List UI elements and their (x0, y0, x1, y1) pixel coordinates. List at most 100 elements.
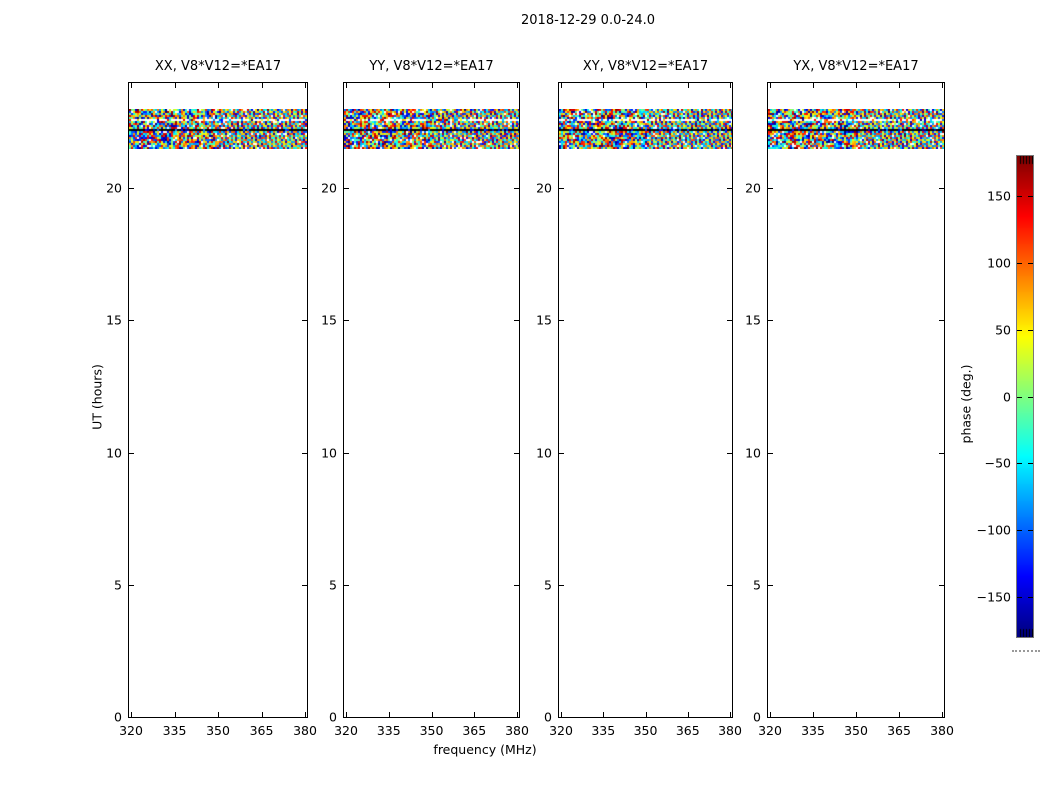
axis-tick (942, 83, 943, 88)
y-tick-label: 0 (753, 709, 761, 725)
colorbar-tick (1017, 463, 1022, 465)
x-tick-label: 350 (419, 723, 444, 738)
axis-tick (813, 712, 814, 717)
x-tick-label: 335 (591, 723, 616, 738)
y-tick-label: 20 (106, 180, 122, 196)
axis-tick (559, 452, 564, 454)
axis-tick (514, 717, 519, 718)
colorbar-tick (1028, 329, 1033, 331)
x-tick-label: 365 (675, 723, 700, 738)
y-tick-label: 5 (753, 577, 761, 593)
axis-tick (939, 320, 944, 322)
colorbar-tick-label: 50 (995, 322, 1011, 338)
axis-tick (727, 320, 732, 322)
axis-tick (305, 83, 306, 88)
axis-tick (302, 584, 307, 586)
y-tick-label: 20 (321, 180, 337, 196)
colorbar-tick (1028, 396, 1033, 398)
y-tick-label: 15 (321, 312, 337, 328)
axis-tick (174, 712, 176, 717)
x-tick-label: 365 (249, 723, 274, 738)
x-tick-label: 380 (293, 723, 317, 738)
y-tick-label: 10 (106, 445, 122, 460)
colorbar (1016, 155, 1034, 638)
axis-tick (603, 712, 605, 717)
axis-tick (514, 452, 519, 454)
axis-tick (474, 83, 476, 88)
colorbar-tick (1017, 596, 1022, 598)
y-tick-label: 20 (745, 180, 761, 196)
subplot-title: YY, V8*V12=*EA17 (369, 59, 494, 74)
axis-tick (388, 712, 390, 717)
axis-tick (559, 584, 564, 586)
x-tick-label: 320 (119, 723, 143, 738)
x-axis-label: frequency (MHz) (433, 742, 537, 757)
y-tick-label: 0 (329, 709, 337, 725)
axis-tick (344, 717, 349, 718)
subplot-title: XY, V8*V12=*EA17 (582, 59, 709, 74)
y-tick-label: 15 (536, 312, 552, 328)
colorbar-tick-label: 150 (987, 188, 1011, 204)
axis-tick (768, 188, 773, 189)
axis-tick (727, 452, 732, 454)
axis-tick (813, 83, 814, 88)
phase-heatmap-canvas (129, 109, 307, 149)
axis-tick (561, 712, 562, 717)
colorbar-tick (1028, 463, 1033, 465)
colorbar-tick (1028, 262, 1033, 264)
subplot-xy: XY, V8*V12=*EA17 320 335 350 365 380 0 5 10 15 20 (536, 59, 742, 738)
axis-tick (431, 83, 433, 88)
colorbar-tick (1028, 530, 1033, 532)
subplot-xx: XX, V8*V12=*EA17 320 335 350 365 380 0 5 10 15 20 (106, 59, 317, 738)
axis-tick (517, 712, 518, 717)
colorbar-tick (1028, 196, 1033, 198)
axis-tick (517, 83, 518, 88)
x-tick-label: 320 (758, 723, 782, 738)
x-tick-label: 335 (801, 723, 825, 738)
x-tick-label: 335 (162, 723, 187, 738)
phase-heatmap-canvas (559, 109, 732, 149)
colorbar-tick-label: −100 (976, 522, 1011, 538)
axis-tick (302, 717, 307, 718)
axis-tick (174, 83, 176, 88)
axis-tick (302, 452, 307, 454)
axis-tick (129, 584, 134, 586)
axis-tick (856, 83, 857, 88)
axis-tick (939, 188, 944, 189)
phase-heatmap-canvas (344, 109, 519, 149)
x-tick-label: 350 (844, 723, 868, 738)
axis-tick (645, 712, 647, 717)
axis-tick (727, 584, 732, 586)
subplot-yx: YX, V8*V12=*EA17 320 335 350 365 380 0 5 10 15 20 (745, 59, 954, 738)
axis-tick (687, 83, 689, 88)
axis-tick (770, 712, 771, 717)
axis-tick (129, 188, 134, 189)
colorbar-tick (1017, 396, 1022, 398)
axis-tick (302, 320, 307, 322)
y-tick-label: 10 (321, 445, 337, 460)
axis-tick (559, 320, 564, 322)
axis-tick (730, 712, 731, 717)
axis-tick (768, 717, 773, 718)
colorbar-gradient-canvas (1017, 156, 1033, 637)
colorbar-tick (1017, 196, 1022, 198)
axis-tick (939, 584, 944, 586)
y-tick-label: 15 (745, 312, 761, 328)
axis-tick (768, 584, 773, 586)
y-tick-label: 5 (114, 577, 122, 593)
subplot-title: YX, V8*V12=*EA17 (793, 59, 919, 74)
axis-tick (431, 712, 433, 717)
axis-tick (514, 320, 519, 322)
subplot-title: XX, V8*V12=*EA17 (154, 59, 282, 74)
axis-tick (559, 717, 564, 718)
colorbar-tick (1017, 329, 1022, 331)
colorbar-tick (1028, 596, 1033, 598)
axis-tick (261, 83, 263, 88)
axis-tick (727, 717, 732, 718)
axis-tick (131, 712, 132, 717)
axis-tick (344, 188, 349, 189)
x-tick-label: 380 (505, 723, 529, 738)
axis-tick (939, 717, 944, 718)
subplot-yy: YY, V8*V12=*EA17 320 335 350 365 380 0 5 10 15 20 (321, 59, 529, 738)
